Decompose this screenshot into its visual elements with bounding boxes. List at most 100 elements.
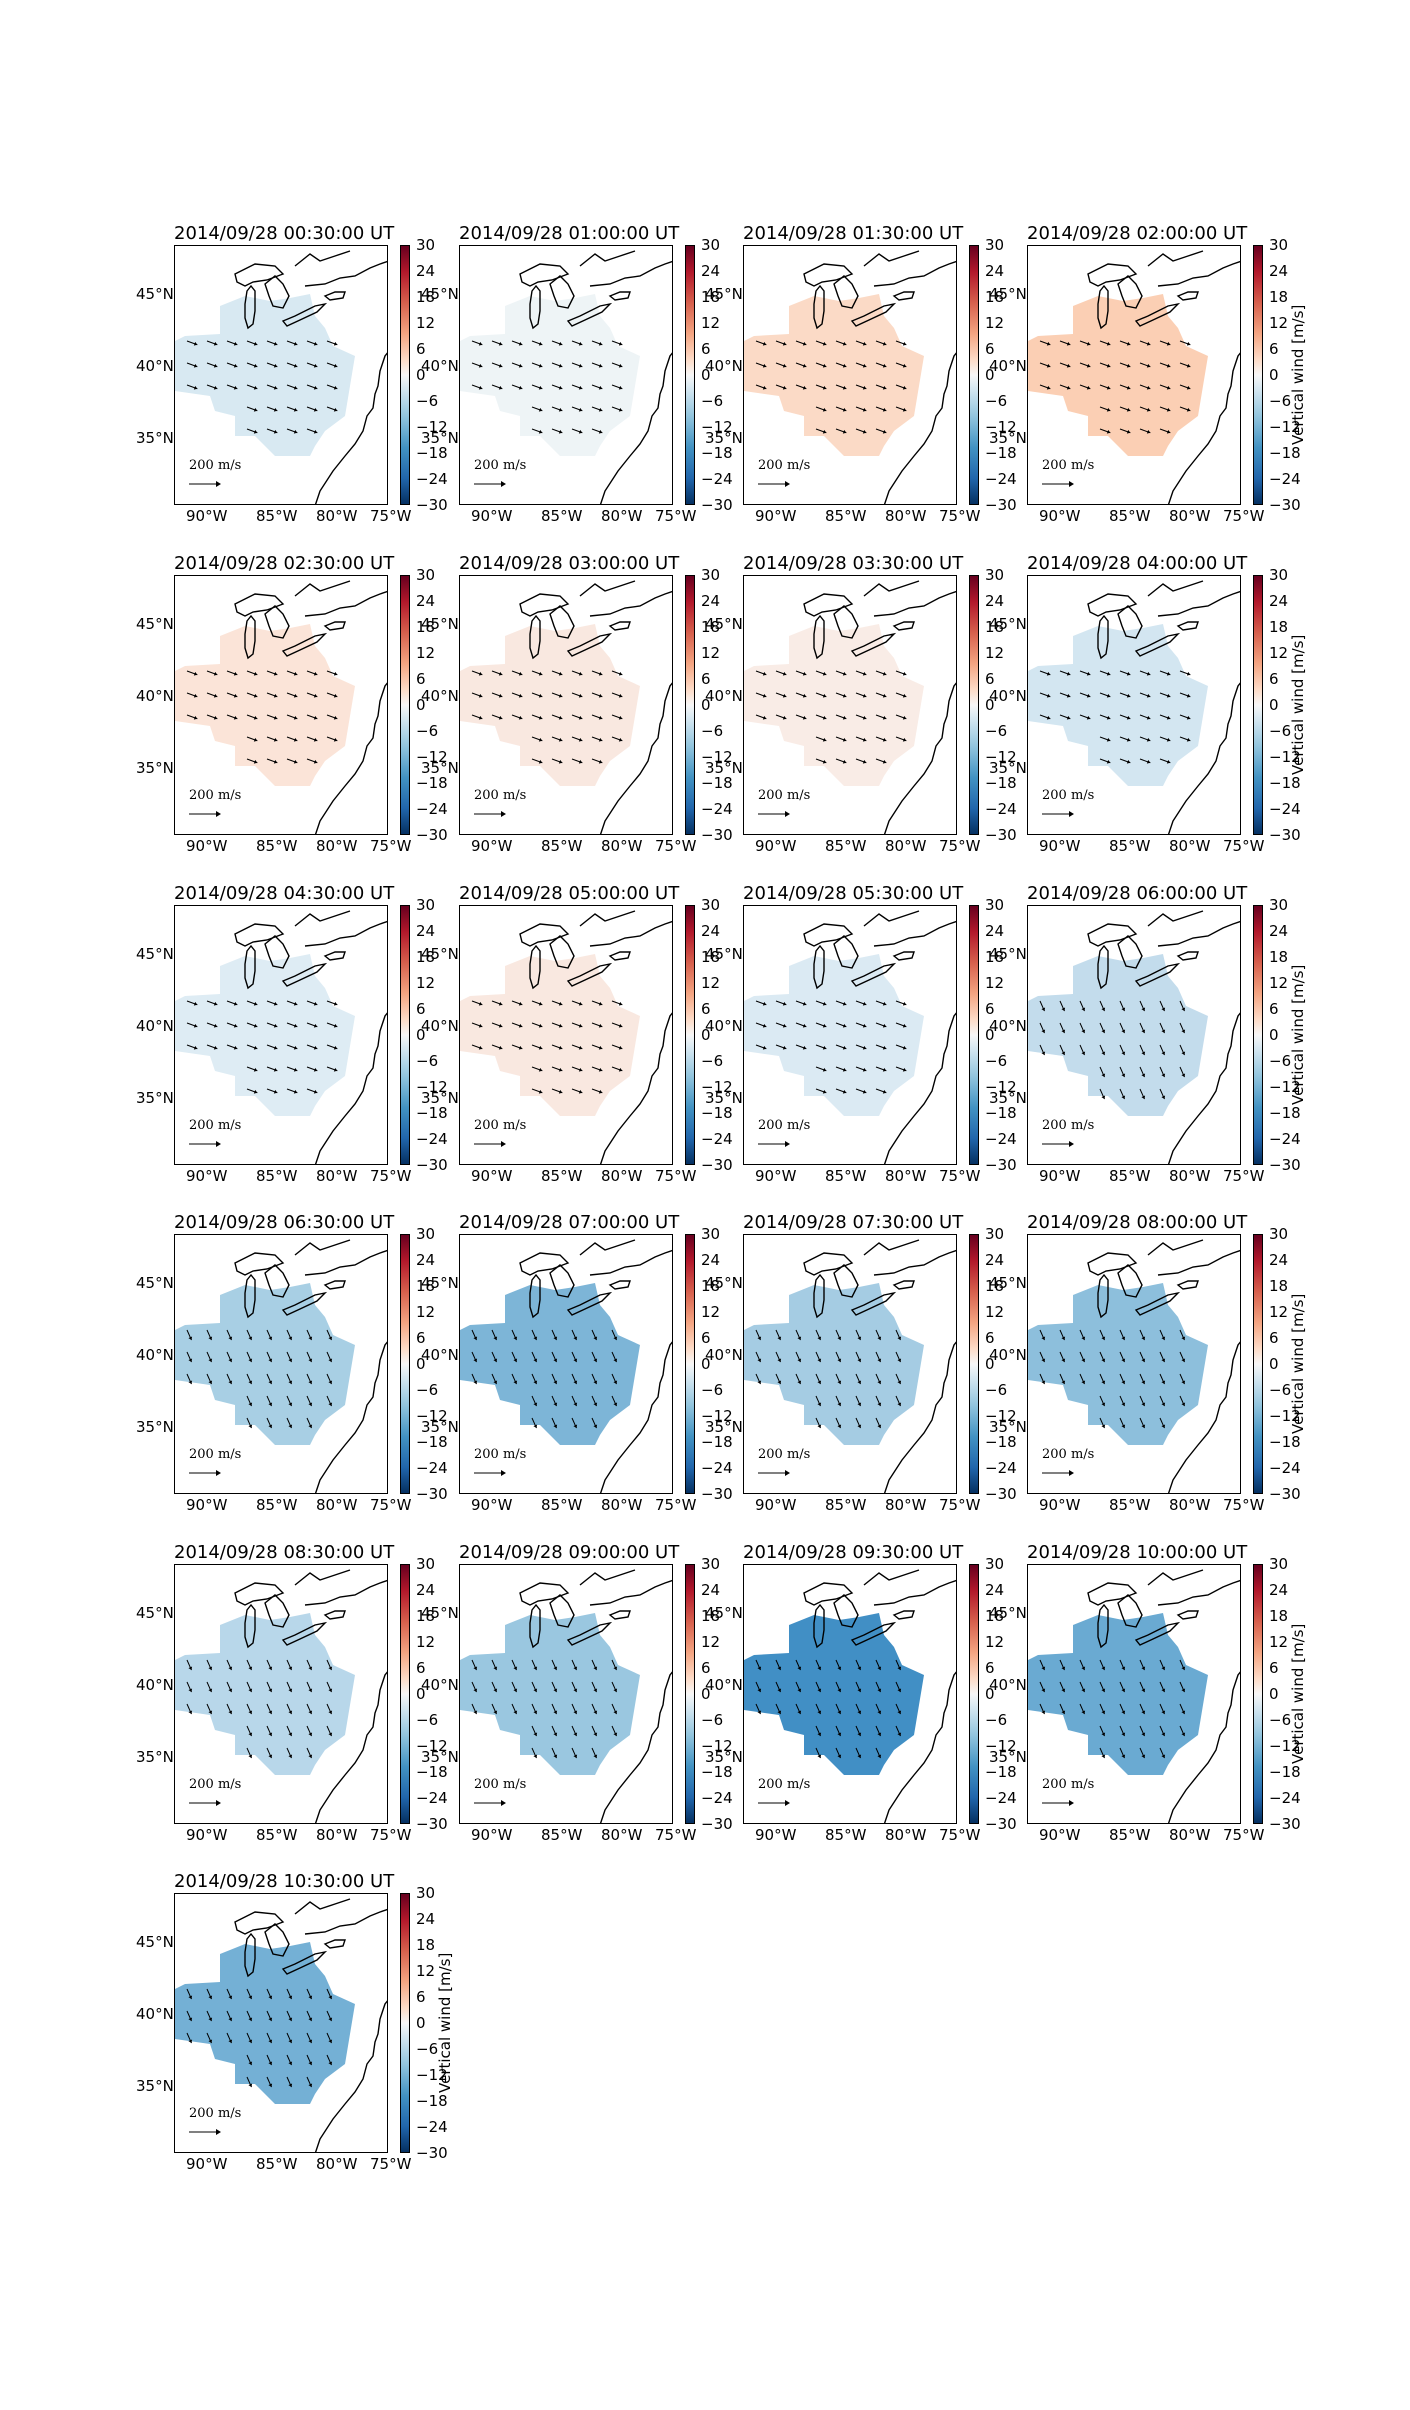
lake-outline bbox=[566, 302, 613, 327]
map-frame: 200 m/s bbox=[174, 575, 388, 835]
wind-arrow-head bbox=[208, 2039, 213, 2044]
wind-arrow-head bbox=[273, 693, 278, 698]
colorbar-tick-label: −30 bbox=[416, 826, 448, 844]
colorbar-tick-label: −12 bbox=[1269, 748, 1301, 766]
wind-arrow-head bbox=[1161, 1007, 1166, 1012]
wind-arrow-head bbox=[1126, 341, 1131, 346]
colorbar bbox=[400, 575, 410, 835]
wind-arrow-head bbox=[618, 737, 623, 742]
lake-outline bbox=[1176, 951, 1199, 961]
lat-tick-label: 40°N bbox=[705, 1676, 743, 1694]
coastline bbox=[599, 1341, 672, 1493]
wind-arrow-head bbox=[1046, 671, 1051, 676]
wind-arrow-head bbox=[1101, 1029, 1106, 1034]
wind-arrow-head bbox=[1166, 363, 1171, 368]
wind-arrow-head bbox=[333, 715, 338, 720]
wind-arrow-head bbox=[782, 1001, 787, 1006]
wind-arrow-head bbox=[598, 671, 603, 676]
scale-label: 200 m/s bbox=[758, 1118, 811, 1133]
wind-arrow-head bbox=[1041, 1710, 1046, 1715]
lake-outline bbox=[1176, 1280, 1199, 1290]
wind-arrow-head bbox=[1121, 1073, 1126, 1078]
wind-arrow-head bbox=[1086, 385, 1091, 390]
map-frame: 200 m/s bbox=[743, 1564, 957, 1824]
lat-tick-label: 40°N bbox=[421, 1346, 459, 1364]
wind-arrow-head bbox=[1181, 1007, 1186, 1012]
map-panel-11: 2014/09/28 05:30:00 UT 200 m/s 45°N 40°N 3… bbox=[705, 883, 1023, 1185]
coastline bbox=[883, 352, 956, 504]
wind-arrow-head bbox=[1126, 759, 1131, 764]
wind-arrow-head bbox=[1141, 1095, 1146, 1100]
wind-arrow-head bbox=[478, 385, 483, 390]
lon-tick-label: 85°W bbox=[256, 1826, 298, 1844]
lat-tick-label: 35°N bbox=[705, 1418, 743, 1436]
colorbar-tick-label: 30 bbox=[1269, 1555, 1289, 1573]
lon-tick-label: 75°W bbox=[370, 1167, 412, 1185]
map-svg bbox=[744, 1239, 956, 1493]
colorbar-tick-label: 24 bbox=[416, 1251, 436, 1269]
lake-outline bbox=[566, 1291, 613, 1316]
wind-arrow-head bbox=[837, 1732, 842, 1737]
lat-tick-label: 45°N bbox=[989, 615, 1027, 633]
northeast-coastline bbox=[863, 1239, 956, 1276]
wind-arrow-head bbox=[1101, 1732, 1106, 1737]
colorbar bbox=[1253, 575, 1263, 835]
wind-arrow-head bbox=[293, 385, 298, 390]
colorbar-tick-label: 12 bbox=[985, 314, 1005, 332]
wind-arrow-head bbox=[902, 693, 907, 698]
wind-arrow-head bbox=[857, 1424, 862, 1429]
colorbar-tick-label: 30 bbox=[985, 236, 1005, 254]
wind-arrow-head bbox=[1161, 1424, 1166, 1429]
colorbar-tick-label: 12 bbox=[701, 1303, 721, 1321]
wind-arrow-head bbox=[313, 1001, 318, 1006]
wind-arrow-head bbox=[253, 1045, 258, 1050]
wind-arrow-head bbox=[493, 1380, 498, 1385]
wind-arrow-head bbox=[288, 1358, 293, 1363]
wind-arrow-head bbox=[1046, 693, 1051, 698]
wind-arrow-head bbox=[1166, 737, 1171, 742]
lake-outline bbox=[892, 1280, 915, 1290]
lon-tick-label: 75°W bbox=[655, 1167, 697, 1185]
wind-arrow-head bbox=[613, 1336, 618, 1341]
wind-arrow-head bbox=[1161, 1666, 1166, 1671]
wind-arrow-head bbox=[1106, 737, 1111, 742]
wind-arrow-head bbox=[1126, 671, 1131, 676]
lat-tick-label: 40°N bbox=[705, 687, 743, 705]
lon-tick-label: 80°W bbox=[316, 837, 358, 855]
wind-arrow-head bbox=[498, 671, 503, 676]
wind-arrow-head bbox=[1146, 693, 1151, 698]
wind-arrow-head bbox=[897, 1732, 902, 1737]
wind-arrow-head bbox=[188, 1358, 193, 1363]
colorbar-tick-label: 6 bbox=[416, 1329, 426, 1347]
wind-arrow-head bbox=[248, 1995, 253, 2000]
wind-arrow-head bbox=[1126, 363, 1131, 368]
colorbar-tick-label: 0 bbox=[1269, 366, 1279, 384]
wind-arrow-head bbox=[842, 363, 847, 368]
wind-arrow-head bbox=[308, 1995, 313, 2000]
wind-vectors bbox=[471, 1329, 618, 1429]
wind-arrow-head bbox=[1146, 407, 1151, 412]
wind-arrow-head bbox=[288, 1688, 293, 1693]
coastline bbox=[883, 1341, 956, 1493]
wind-arrow-head bbox=[313, 1089, 318, 1094]
wind-arrow-head bbox=[553, 1710, 558, 1715]
wind-arrow-head bbox=[288, 1754, 293, 1759]
lon-tick-label: 85°W bbox=[256, 1167, 298, 1185]
wind-arrow-head bbox=[842, 1067, 847, 1072]
lon-tick-label: 85°W bbox=[256, 837, 298, 855]
wind-arrow-head bbox=[573, 1688, 578, 1693]
wind-arrow-head bbox=[518, 671, 523, 676]
wind-arrow-head bbox=[208, 1666, 213, 1671]
lon-tick-label: 85°W bbox=[825, 507, 867, 525]
lat-tick-label: 45°N bbox=[136, 1933, 174, 1951]
map-panel-7: 2014/09/28 03:30:00 UT 200 m/s 45°N 40°N 3… bbox=[705, 553, 1023, 855]
scale-arrow-head bbox=[1069, 481, 1074, 487]
wind-vectors bbox=[1039, 1000, 1186, 1100]
lake-outline bbox=[892, 1610, 915, 1620]
wind-arrow-head bbox=[842, 1001, 847, 1006]
wind-arrow-head bbox=[862, 1001, 867, 1006]
panel-title: 2014/09/28 05:30:00 UT bbox=[743, 883, 964, 904]
lat-tick-label: 35°N bbox=[421, 1089, 459, 1107]
wind-arrow-head bbox=[273, 1067, 278, 1072]
wind-arrow-head bbox=[578, 429, 583, 434]
